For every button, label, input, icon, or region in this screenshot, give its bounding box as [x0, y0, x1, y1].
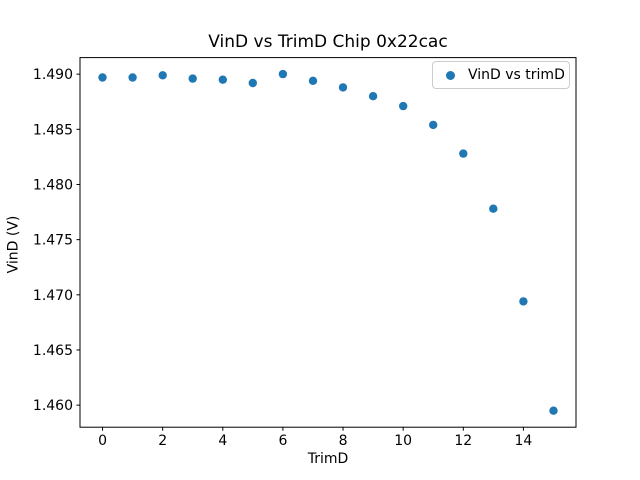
legend-label: VinD vs trimD [468, 67, 565, 83]
y-tick-label: 1.480 [33, 177, 73, 193]
x-tick-label: 0 [98, 433, 107, 449]
data-point [128, 73, 137, 82]
x-tick-label: 6 [278, 433, 287, 449]
data-point [429, 120, 438, 130]
x-tick-label: 10 [394, 433, 412, 449]
x-tick-label: 14 [514, 433, 532, 449]
legend: VinD vs trimD [432, 61, 570, 89]
y-tick-label: 1.460 [33, 398, 73, 414]
y-tick-label: 1.490 [33, 67, 73, 83]
data-point [278, 69, 288, 79]
x-tick-label: 2 [158, 433, 167, 449]
data-point [519, 297, 528, 306]
y-axis-ticks: 1.460 1.465 1.470 1.475 1.480 1.485 1.490 [33, 67, 80, 414]
x-axis-ticks: 0 2 4 6 8 10 12 14 [98, 427, 532, 449]
scatter-points [98, 69, 558, 415]
data-point [459, 149, 468, 158]
data-point [218, 75, 227, 84]
chart-title: VinD vs TrimD Chip 0x22cac [208, 32, 448, 52]
x-tick-label: 8 [339, 433, 348, 449]
y-tick-label: 1.470 [33, 288, 73, 304]
legend-marker-icon [446, 70, 455, 80]
plot-border [79, 57, 577, 428]
x-tick-label: 4 [218, 433, 227, 449]
y-tick-label: 1.465 [33, 343, 73, 359]
data-point [489, 204, 498, 213]
data-point [248, 78, 257, 88]
data-point [399, 101, 408, 111]
x-tick-label: 12 [454, 433, 472, 449]
y-tick-label: 1.485 [33, 122, 73, 138]
y-tick-label: 1.475 [33, 233, 73, 249]
data-point [158, 71, 167, 80]
data-point [98, 73, 107, 82]
data-point [188, 74, 197, 83]
y-axis-label: VinD (V) [5, 215, 22, 274]
x-axis-label: TrimD [307, 451, 349, 467]
data-point [308, 76, 318, 86]
data-point [368, 92, 378, 101]
data-point [338, 83, 348, 92]
data-point [549, 406, 558, 415]
